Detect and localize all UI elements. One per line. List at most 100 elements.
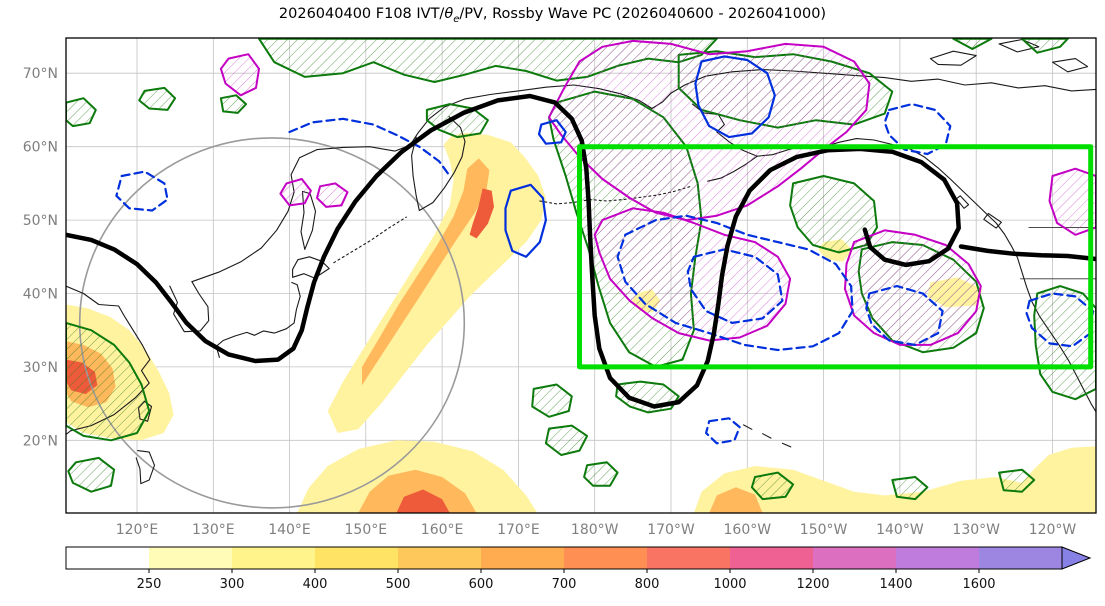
title-post: /PV, Rossby Wave PC (2026040600 - 202604… [459, 6, 827, 22]
colorbar-label: 1600 [962, 577, 995, 592]
colorbar-label: 700 [552, 577, 577, 592]
ivt-tropical-orange [358, 469, 477, 513]
blue-dateline-top [537, 119, 567, 145]
coast-kurils [333, 216, 407, 264]
coast-kamchatka [411, 116, 466, 212]
green-topleft-2 [138, 86, 177, 111]
magenta-big-north [548, 39, 871, 222]
colorbar-segment [896, 547, 980, 569]
green-bottom-2 [891, 476, 929, 501]
y-tick-label: 50°N [23, 213, 58, 229]
colorbar-label: 250 [137, 577, 162, 592]
x-tick-label: 150°E [345, 522, 388, 538]
green-philippines [67, 456, 116, 493]
magenta-box-right [844, 229, 982, 346]
colorbar-segment [647, 547, 731, 569]
x-tick-label: 140°W [876, 522, 924, 538]
green-topleft-3 [219, 94, 248, 114]
coast-hawaii-1 [742, 424, 753, 430]
colorbar-segment [481, 547, 565, 569]
colorbar-segment [315, 547, 399, 569]
magenta-topleft [219, 53, 260, 97]
y-tick-label: 40°N [23, 287, 58, 303]
colorbar-segment [730, 547, 814, 569]
green-central-trop-3 [583, 461, 619, 487]
x-tick-label: 120°E [116, 522, 159, 538]
title-pre: 2026040400 F108 IVT/ [278, 6, 445, 22]
title-theta-sub: e [453, 13, 460, 25]
magenta-right-edge [1048, 167, 1096, 236]
green-central-trop-2 [544, 424, 589, 456]
black-contour-east [958, 244, 1096, 262]
blue-box-inner [686, 248, 784, 324]
coast-vancouver-island [983, 212, 1002, 229]
x-tick-label: 140°E [268, 522, 311, 538]
x-tick-label: 130°W [952, 522, 1000, 538]
x-tick-label: 160°W [724, 522, 772, 538]
x-tick-label: 170°E [497, 522, 540, 538]
plot-frame [65, 37, 1097, 514]
title-theta: θ [444, 6, 454, 22]
colorbar-label: 1000 [713, 577, 746, 592]
y-tick-label: 70°N [23, 66, 58, 82]
map-features [66, 38, 1096, 513]
green-central-trop-1 [531, 383, 573, 418]
colorbar-segment [232, 547, 316, 569]
black-contour-main [66, 93, 961, 409]
blue-right-edge [1025, 292, 1094, 348]
coast-arctic-island-1 [929, 50, 977, 66]
great-circle [78, 137, 466, 509]
green-topleft-1 [66, 97, 97, 128]
magenta-midleft-2 [316, 182, 349, 208]
colorbar-label: 300 [220, 577, 245, 592]
colorbar-segment [564, 547, 648, 569]
blue-comma-top [504, 183, 547, 258]
ivt-se-yellow [693, 446, 1096, 513]
x-tick-label: 130°E [192, 522, 235, 538]
colorbar-segment [979, 547, 1063, 569]
magenta-midleft-1 [279, 178, 312, 207]
blue-left-low [115, 170, 169, 212]
blue-north-loop [694, 55, 776, 139]
ivt-comma-yellow [327, 132, 546, 433]
x-tick-label: 160°E [421, 522, 464, 538]
coast-arctic-island-3 [1051, 58, 1089, 73]
green-topright-1 [952, 38, 993, 50]
colorbar-label: 1200 [796, 577, 829, 592]
colorbar-label: 800 [635, 577, 660, 592]
chart-title: 2026040400 F108 IVT/θe/PV, Rossby Wave P… [0, 6, 1105, 25]
x-axis-labels: 120°E 130°E 140°E 150°E 160°E 170°E 180°W 170°W… [116, 522, 1077, 538]
magenta-box-center [593, 207, 792, 342]
coast-hawaii-2 [762, 433, 772, 439]
green-southwest [66, 321, 151, 442]
x-tick-label: 120°W [1029, 522, 1077, 538]
y-tick-label: 30°N [23, 360, 58, 376]
blue-topright [883, 103, 952, 156]
colorbar-label: 500 [386, 577, 411, 592]
y-tick-label: 20°N [23, 433, 58, 449]
colorbar-arrow [1061, 546, 1092, 570]
colorbar: 250 300 400 500 600 700 800 1000 1200 1400 1600 [65, 546, 1092, 592]
blue-mid-wave [288, 117, 451, 178]
rossby-wave-pc-box [577, 144, 1094, 370]
blue-box-outer [616, 214, 854, 352]
ivt-comma-red [469, 188, 494, 239]
ivt-comma-orange [362, 158, 490, 386]
colorbar-label: 400 [303, 577, 328, 592]
y-tick-label: 60°N [23, 140, 58, 156]
colorbar-segment [813, 547, 897, 569]
green-bottom-1 [750, 471, 795, 501]
coast-haida-gwaii [955, 195, 970, 209]
colorbar-segment [66, 547, 150, 569]
x-tick-label: 150°W [800, 522, 848, 538]
ivt-se-orange [709, 487, 763, 513]
coast-honshu [215, 281, 301, 358]
colorbar-segment [398, 547, 482, 569]
colorbar-label: 600 [469, 577, 494, 592]
x-tick-label: 170°W [647, 522, 695, 538]
ivt-tropical-red [396, 489, 450, 513]
green-bottom-3 [998, 468, 1036, 493]
blue-hawaii-area [705, 417, 741, 445]
